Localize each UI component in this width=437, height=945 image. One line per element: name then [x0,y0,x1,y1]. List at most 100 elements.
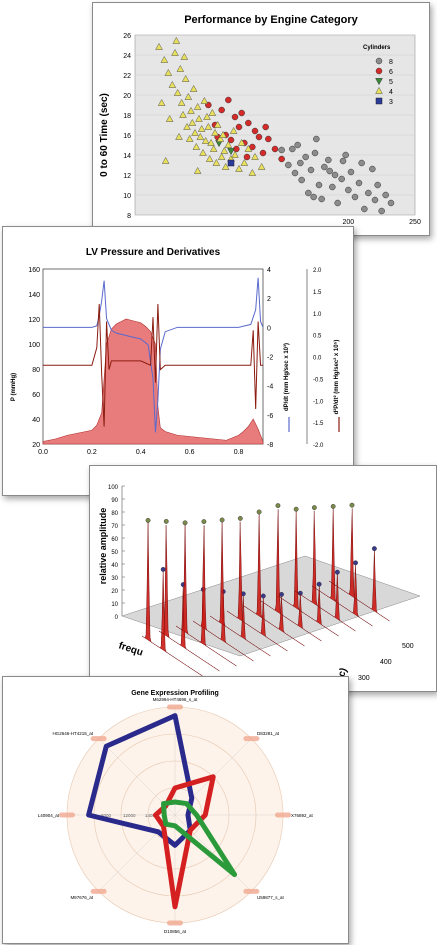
y2-tick-label: 4 [267,267,271,274]
peak-marker [182,520,188,526]
data-point [378,207,385,215]
data-point [310,193,317,201]
y3-tick-label: 1.0 [313,312,322,318]
data-point [196,132,205,140]
y2-tick-label: -2 [267,355,273,362]
data-point [361,205,368,213]
data-point [211,128,219,136]
data-point [184,92,193,100]
data-point [192,142,201,150]
data-point [382,191,389,199]
data-point [326,167,333,175]
lv-pressure-chart: LV Pressure and Derivatives P (mmHg) dP/… [11,247,340,456]
data-point [231,113,239,121]
data-point [369,165,376,173]
y-tick-label: 120 [28,317,40,324]
lv-pressure-card: LV Pressure and Derivatives P (mmHg) dP/… [2,226,354,496]
y3-tick-label: 1.5 [313,290,322,296]
axis-label: X76892_at [291,813,314,818]
peak-marker [145,518,151,523]
y2-tick-label: 0 [267,325,271,332]
data-point [157,98,166,106]
spectrum-slice [158,525,220,672]
depth-tick-label: 400 [380,659,392,666]
data-point [251,127,259,135]
data-point [294,141,301,149]
data-point [311,149,319,157]
legend-marker [375,78,383,86]
data-point [205,154,214,162]
y-tick-label: 80 [32,367,40,374]
legend-label: 6 [389,69,393,76]
z-tick-label: 0 [115,615,119,621]
spectrum-slice [226,521,288,652]
chart-title: Performance by Engine Category [184,14,358,26]
data-point [193,166,202,174]
data-point [197,124,206,132]
y-tick-label: 140 [28,292,40,299]
axis-label: HG2646-HT4215_at [52,731,93,736]
data-point [208,108,217,116]
y2-tick-label: 2 [267,296,271,303]
data-point [387,199,395,207]
performance-scatter-card: Performance by Engine Category 0 to 60 T… [92,2,430,236]
data-point [285,161,292,169]
axis-label: U59877_s_at [257,895,285,900]
legend-marker [375,86,383,94]
data-point [224,140,233,148]
axis-marker [243,888,260,894]
d2pdt2-line [43,303,263,427]
gene-expression-card: Gene Expression Profiling 14000 12000 8000… [2,676,349,944]
peak-marker [330,504,336,509]
performance-scatter-chart: Performance by Engine Category 0 to 60 T… [99,14,421,226]
z-tick-label: 90 [111,498,118,504]
data-point [278,155,285,163]
x-tick-label: 0.0 [38,449,48,456]
data-point [255,133,263,141]
data-point [155,42,163,50]
peak-marker [371,546,377,552]
spectrum-slice [328,508,390,622]
peak-marker [334,569,340,575]
data-point [248,168,257,176]
data-point [237,138,246,146]
z-tick-label: 70 [111,524,118,530]
data-point [257,162,266,170]
data-point [243,153,251,161]
data-point [325,156,332,164]
y-tick-label: 16 [123,133,131,140]
data-point [209,144,218,152]
data-point [216,134,225,142]
y-tick-label: 40 [32,417,40,424]
z-tick-label: 80 [111,511,118,517]
z-axis-label: relative amplitude [98,508,108,585]
data-point [371,196,379,204]
radar-series-green [161,799,238,878]
spectrum-slice [243,511,305,647]
data-point [347,168,355,176]
data-point [345,186,352,194]
data-point [180,52,189,60]
data-point [227,148,235,156]
data-point [213,120,222,128]
peak-marker [260,593,266,599]
data-point [339,157,347,165]
gene-expression-radar: Gene Expression Profiling 14000 12000 8000… [38,690,314,934]
y2-tick-label: -8 [267,442,273,449]
x-tick-label: 250 [409,219,421,226]
data-point [165,114,174,122]
z-tick-label: 30 [111,576,118,582]
data-point [321,163,328,171]
data-point [164,68,173,76]
data-point [229,126,238,134]
data-point [231,150,239,158]
data-point [219,130,227,138]
y-tick-label: 18 [123,113,131,120]
data-point [298,176,305,184]
y2-tick-label: -4 [267,384,273,391]
data-point [168,80,177,88]
x-tick-label: 200 [342,219,354,226]
data-point [203,112,211,120]
data-point [358,159,365,167]
data-point [271,145,279,153]
